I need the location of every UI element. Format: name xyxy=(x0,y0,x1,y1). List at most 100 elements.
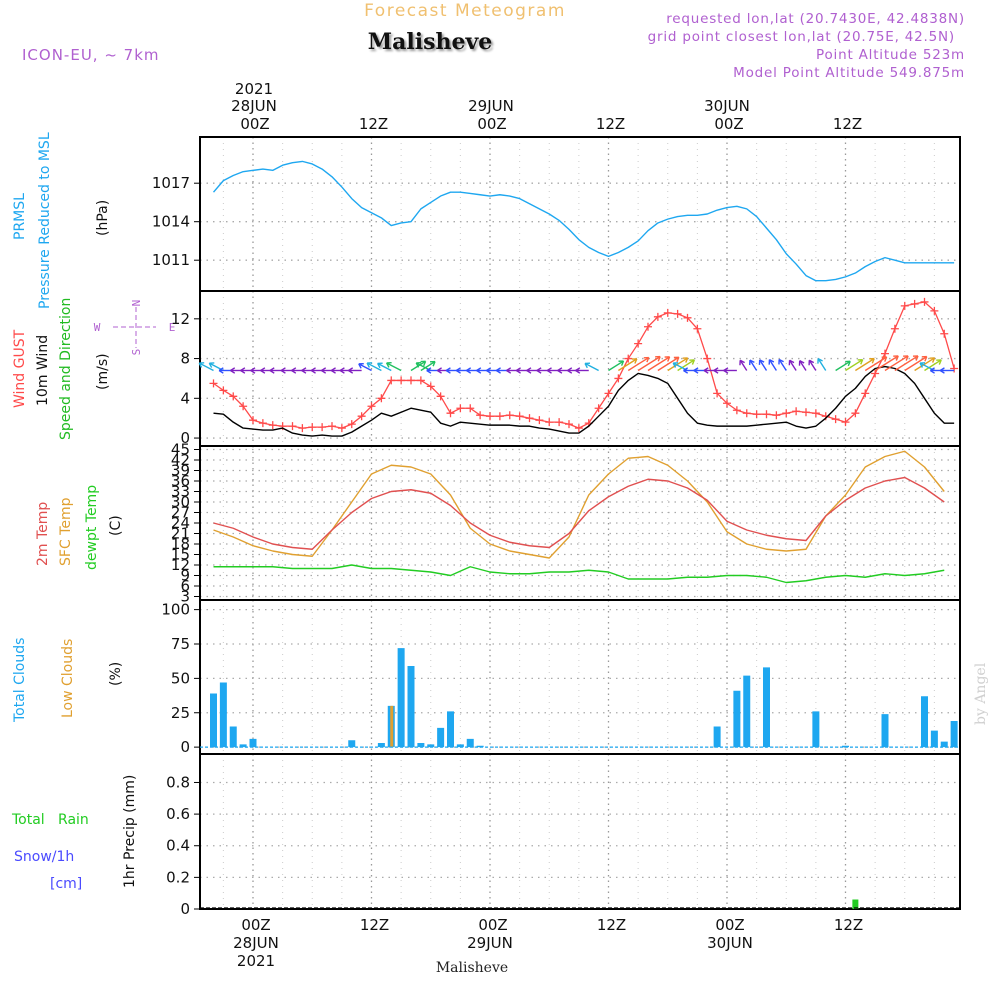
wind-arrow xyxy=(914,357,935,372)
wind-arrow xyxy=(835,360,851,372)
temp-sfc-label: SFC Temp xyxy=(58,497,74,566)
wind-arrow-head xyxy=(269,367,275,374)
dewpt-line xyxy=(213,564,945,584)
gust-marker xyxy=(594,404,603,413)
wind-arrow-head xyxy=(415,362,422,368)
wind-arrow-head xyxy=(516,367,521,374)
point-altitude: Point Altitude 523m xyxy=(816,47,965,63)
wind-arrow xyxy=(808,359,817,371)
total-cloud-bar xyxy=(950,721,958,748)
wind-arrow-head xyxy=(557,367,563,374)
wind-arrow-head xyxy=(936,359,942,365)
wind-arrow xyxy=(768,359,777,371)
gust-marker xyxy=(683,313,692,322)
wind-arrow-head xyxy=(929,367,935,374)
wind-arrow xyxy=(788,359,797,371)
gust-marker xyxy=(732,406,741,415)
y-tick-label: 33 xyxy=(171,483,190,501)
wind-arrow xyxy=(647,356,670,372)
gust-marker xyxy=(436,392,445,401)
y-tick-label: 9 xyxy=(180,567,190,585)
wind-arrow-head xyxy=(466,367,472,374)
wind-gust-label: Wind GUST xyxy=(12,329,28,408)
top-hour-label: 00Z xyxy=(714,115,743,133)
wind-arrow xyxy=(627,356,650,372)
precip-snow-label: Snow/1h xyxy=(14,849,74,865)
wind-arrow-head xyxy=(618,360,625,366)
total-cloud-bar xyxy=(397,648,405,748)
wind-arrow-head xyxy=(377,362,383,369)
total-cloud-bar xyxy=(377,743,385,748)
compass-w: W xyxy=(94,321,101,334)
wind-arrow xyxy=(618,358,638,372)
gust-marker xyxy=(219,386,228,395)
bottom-hour-label: 00Z xyxy=(241,916,270,934)
wind-arrow-head xyxy=(330,367,336,374)
wind-arrow-head xyxy=(495,367,501,374)
wind-arrow-head xyxy=(778,358,784,365)
watermark: by Angel xyxy=(973,662,989,725)
y-tick-label: 0.2 xyxy=(166,868,190,886)
y-tick-label: 1014 xyxy=(152,213,190,231)
total-cloud-bar xyxy=(456,744,464,748)
grid-point-coords: grid point closest lon,lat (20.75E, 42.5… xyxy=(648,29,955,45)
gust-marker xyxy=(851,409,860,418)
total-cloud-bar xyxy=(239,744,247,748)
gust-marker xyxy=(703,354,712,363)
gust-marker xyxy=(476,411,485,420)
wind-arrow-head xyxy=(723,367,729,374)
gust-marker xyxy=(940,329,949,338)
gust-marker xyxy=(209,379,218,388)
wind-arrow xyxy=(759,359,768,371)
precip-ylabel: 1hr Precip (mm) xyxy=(122,775,138,888)
gust-marker xyxy=(486,412,494,421)
y-tick-label: 39 xyxy=(171,462,190,480)
bottom-hour-label: 12Z xyxy=(597,916,626,934)
wind-arrow-head xyxy=(358,362,364,369)
wind-arrow-head xyxy=(366,362,373,368)
gust-marker xyxy=(772,411,781,420)
gust-marker xyxy=(811,409,820,418)
gust-marker xyxy=(752,410,761,419)
precip-cm-label: [cm] xyxy=(50,876,82,892)
total-cloud-bar xyxy=(713,726,721,748)
total-cloud-bar xyxy=(249,738,257,748)
gust-marker xyxy=(900,301,909,310)
gust-marker xyxy=(505,411,514,420)
gust-marker xyxy=(377,394,386,403)
gust-marker xyxy=(910,299,919,308)
gust-marker xyxy=(535,416,544,425)
wind-arrow xyxy=(894,355,919,372)
total-cloud-bar xyxy=(763,667,770,748)
y-tick-label: 36 xyxy=(171,472,190,490)
clouds-unit: (%) xyxy=(108,662,124,686)
gust-marker xyxy=(239,402,248,411)
station-title: Malisheve xyxy=(368,29,492,55)
pressure-unit: (hPa) xyxy=(95,200,111,236)
gust-marker xyxy=(624,354,633,363)
gust-marker xyxy=(861,389,870,398)
wind-arrow xyxy=(667,357,689,372)
top-hour-label: 00Z xyxy=(240,115,269,133)
gust-marker xyxy=(525,414,534,423)
y-tick-label: 0 xyxy=(180,738,190,756)
wind-arrow-head xyxy=(903,355,909,361)
gust-marker xyxy=(466,404,475,413)
wind-arrow-head xyxy=(339,367,345,374)
gust-marker xyxy=(495,412,504,421)
wind-arrow-head xyxy=(881,356,888,362)
compass-icon: N S W E xyxy=(94,300,176,356)
bottom-date-29jun: 29JUN xyxy=(467,934,513,952)
wind-arrow-head xyxy=(536,367,542,374)
gust-marker xyxy=(792,407,801,416)
wind-arrow xyxy=(637,356,661,372)
gust-marker xyxy=(426,382,435,391)
wind-arrow-head xyxy=(584,362,591,369)
pressure-line xyxy=(212,160,955,282)
wind-arrow-head xyxy=(455,367,461,374)
y-tick-label: 45 xyxy=(171,441,190,459)
total-cloud-bar xyxy=(447,711,454,748)
rain-bar xyxy=(852,899,859,909)
